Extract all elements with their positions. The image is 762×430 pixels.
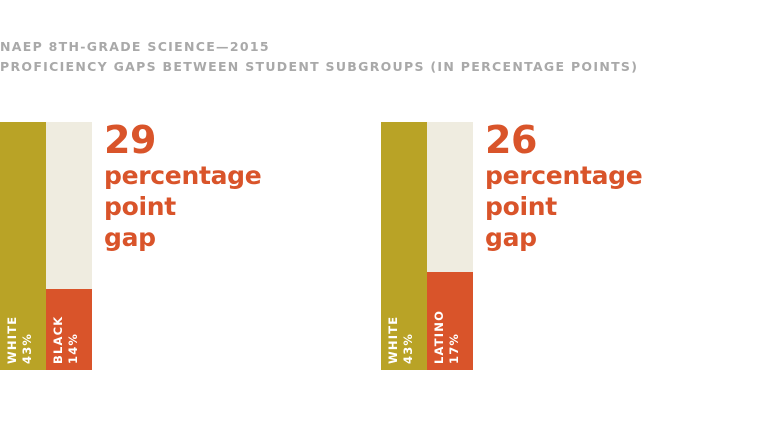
bar-label-white: WHITE 43% <box>5 316 35 364</box>
gap-text-line: gap <box>104 223 156 252</box>
chart-subtitle: PROFICIENCY GAPS BETWEEN STUDENT SUBGROU… <box>0 59 639 74</box>
bar-latino: LATINO 17% <box>427 272 473 370</box>
gap-annotation: 29 percentage point gap <box>104 118 262 253</box>
value-label-white: 43% <box>401 332 415 364</box>
value-label-white: 43% <box>20 332 34 364</box>
category-label-black: BLACK <box>51 315 65 364</box>
gap-chart-white-latino: WHITE 43% LATINO 17% 26 percentage point… <box>381 118 711 370</box>
gap-value: 29 <box>104 118 156 162</box>
chart-titles: NAEP 8TH-GRADE SCIENCE—2015 PROFICIENCY … <box>0 37 638 77</box>
gap-text-line: percentage <box>104 161 262 190</box>
gap-text-line: point <box>104 192 176 221</box>
category-label-white: WHITE <box>386 315 400 364</box>
bar-label-white: WHITE 43% <box>386 316 416 364</box>
chart-title: NAEP 8TH-GRADE SCIENCE—2015 <box>0 39 270 54</box>
gap-annotation: 26 percentage point gap <box>485 118 643 253</box>
bar-white: WHITE 43% <box>0 122 46 370</box>
bar-label-black: BLACK 14% <box>51 316 81 364</box>
bar-white: WHITE 43% <box>381 122 427 370</box>
category-label-white: WHITE <box>5 315 19 364</box>
value-label-latino: 17% <box>447 332 461 364</box>
gap-text-line: point <box>485 192 557 221</box>
gap-text-line: percentage <box>485 161 643 190</box>
gap-value: 26 <box>485 118 537 162</box>
category-label-latino: LATINO <box>432 309 446 364</box>
bar-label-latino: LATINO 17% <box>432 310 462 364</box>
gap-text-line: gap <box>485 223 537 252</box>
value-label-black: 14% <box>66 332 80 364</box>
gap-chart-white-black: WHITE 43% BLACK 14% 29 percentage point … <box>0 118 330 370</box>
bar-black: BLACK 14% <box>46 289 92 370</box>
